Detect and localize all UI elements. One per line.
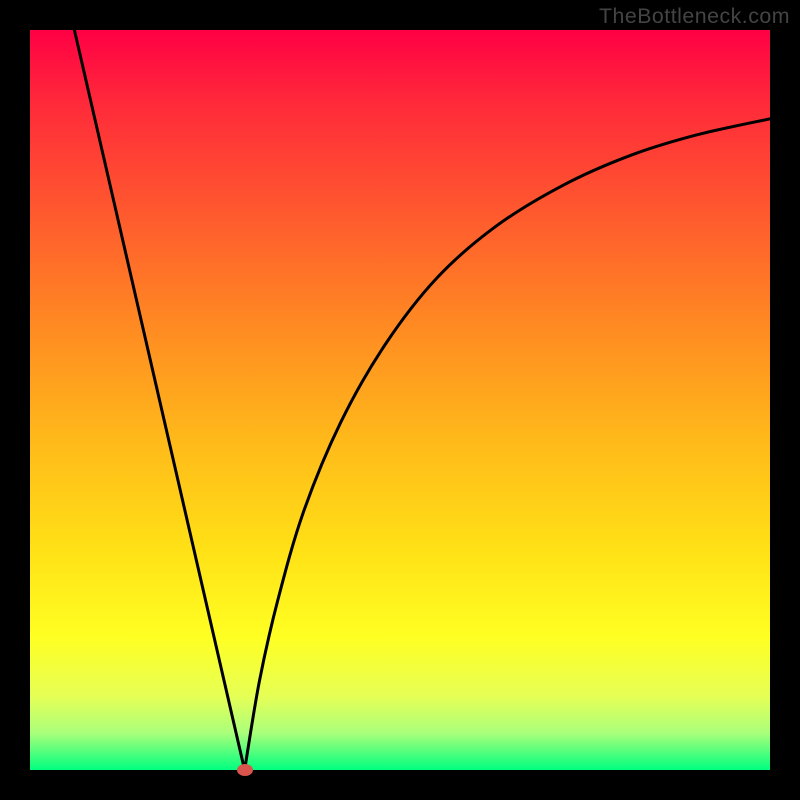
minimum-marker — [237, 764, 253, 776]
curve-right-branch — [245, 119, 770, 770]
curve-layer — [30, 30, 770, 770]
curve-left-branch — [74, 30, 244, 770]
watermark-text: TheBottleneck.com — [599, 4, 790, 29]
plot-area — [30, 30, 770, 770]
